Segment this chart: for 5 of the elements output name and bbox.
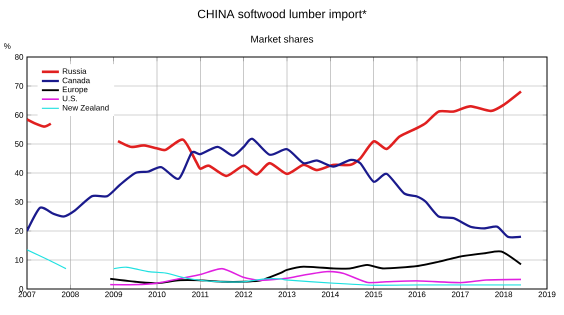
line-series [109,268,522,286]
line-series [27,138,522,238]
chart-title: CHINA softwood lumber import* [198,9,367,21]
line-series [109,250,522,284]
chart-subtitle: Market shares [251,35,314,43]
